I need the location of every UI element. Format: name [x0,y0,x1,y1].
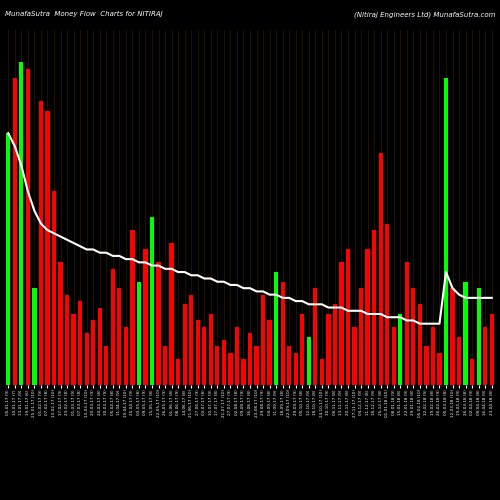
Bar [98,308,102,385]
Bar [294,352,298,385]
Bar [333,304,337,385]
Bar [280,282,285,385]
Bar [196,320,200,385]
Bar [189,294,194,385]
Bar [202,327,206,385]
Bar [378,152,383,385]
Bar [144,250,148,385]
Bar [39,101,43,385]
Bar [392,327,396,385]
Bar [163,346,167,385]
Bar [398,314,402,385]
Bar [268,320,272,385]
Bar [6,134,10,385]
Bar [366,250,370,385]
Text: (Nitiraj Engineers Ltd) MunafaSutra.com: (Nitiraj Engineers Ltd) MunafaSutra.com [354,11,495,18]
Bar [320,359,324,385]
Bar [32,288,36,385]
Bar [483,327,488,385]
Bar [170,243,173,385]
Bar [137,282,141,385]
Bar [313,288,318,385]
Bar [359,288,363,385]
Bar [490,314,494,385]
Bar [84,334,89,385]
Bar [110,269,115,385]
Bar [346,250,350,385]
Bar [52,192,56,385]
Bar [457,336,461,385]
Bar [306,336,311,385]
Bar [404,262,409,385]
Bar [78,301,82,385]
Bar [372,230,376,385]
Bar [91,320,96,385]
Bar [438,352,442,385]
Bar [156,262,160,385]
Bar [470,359,474,385]
Bar [287,346,292,385]
Bar [424,346,428,385]
Bar [254,346,258,385]
Bar [411,288,416,385]
Bar [12,78,17,385]
Bar [248,334,252,385]
Bar [19,62,24,385]
Bar [261,294,265,385]
Bar [418,304,422,385]
Bar [46,110,50,385]
Bar [215,346,220,385]
Bar [228,352,232,385]
Bar [242,359,246,385]
Bar [65,294,69,385]
Bar [385,224,390,385]
Bar [235,327,239,385]
Bar [72,314,76,385]
Bar [208,314,213,385]
Bar [326,314,330,385]
Bar [124,327,128,385]
Bar [58,262,62,385]
Bar [476,288,481,385]
Bar [182,304,187,385]
Bar [450,288,454,385]
Bar [431,327,435,385]
Bar [117,288,121,385]
Bar [222,340,226,385]
Bar [176,359,180,385]
Bar [300,314,304,385]
Bar [274,272,278,385]
Bar [352,327,356,385]
Bar [130,230,134,385]
Bar [340,262,344,385]
Text: MunafaSutra  Money Flow  Charts for NITIRAJ: MunafaSutra Money Flow Charts for NITIRA… [5,11,163,17]
Bar [444,78,448,385]
Bar [26,68,30,385]
Bar [150,217,154,385]
Bar [464,282,468,385]
Bar [104,346,108,385]
